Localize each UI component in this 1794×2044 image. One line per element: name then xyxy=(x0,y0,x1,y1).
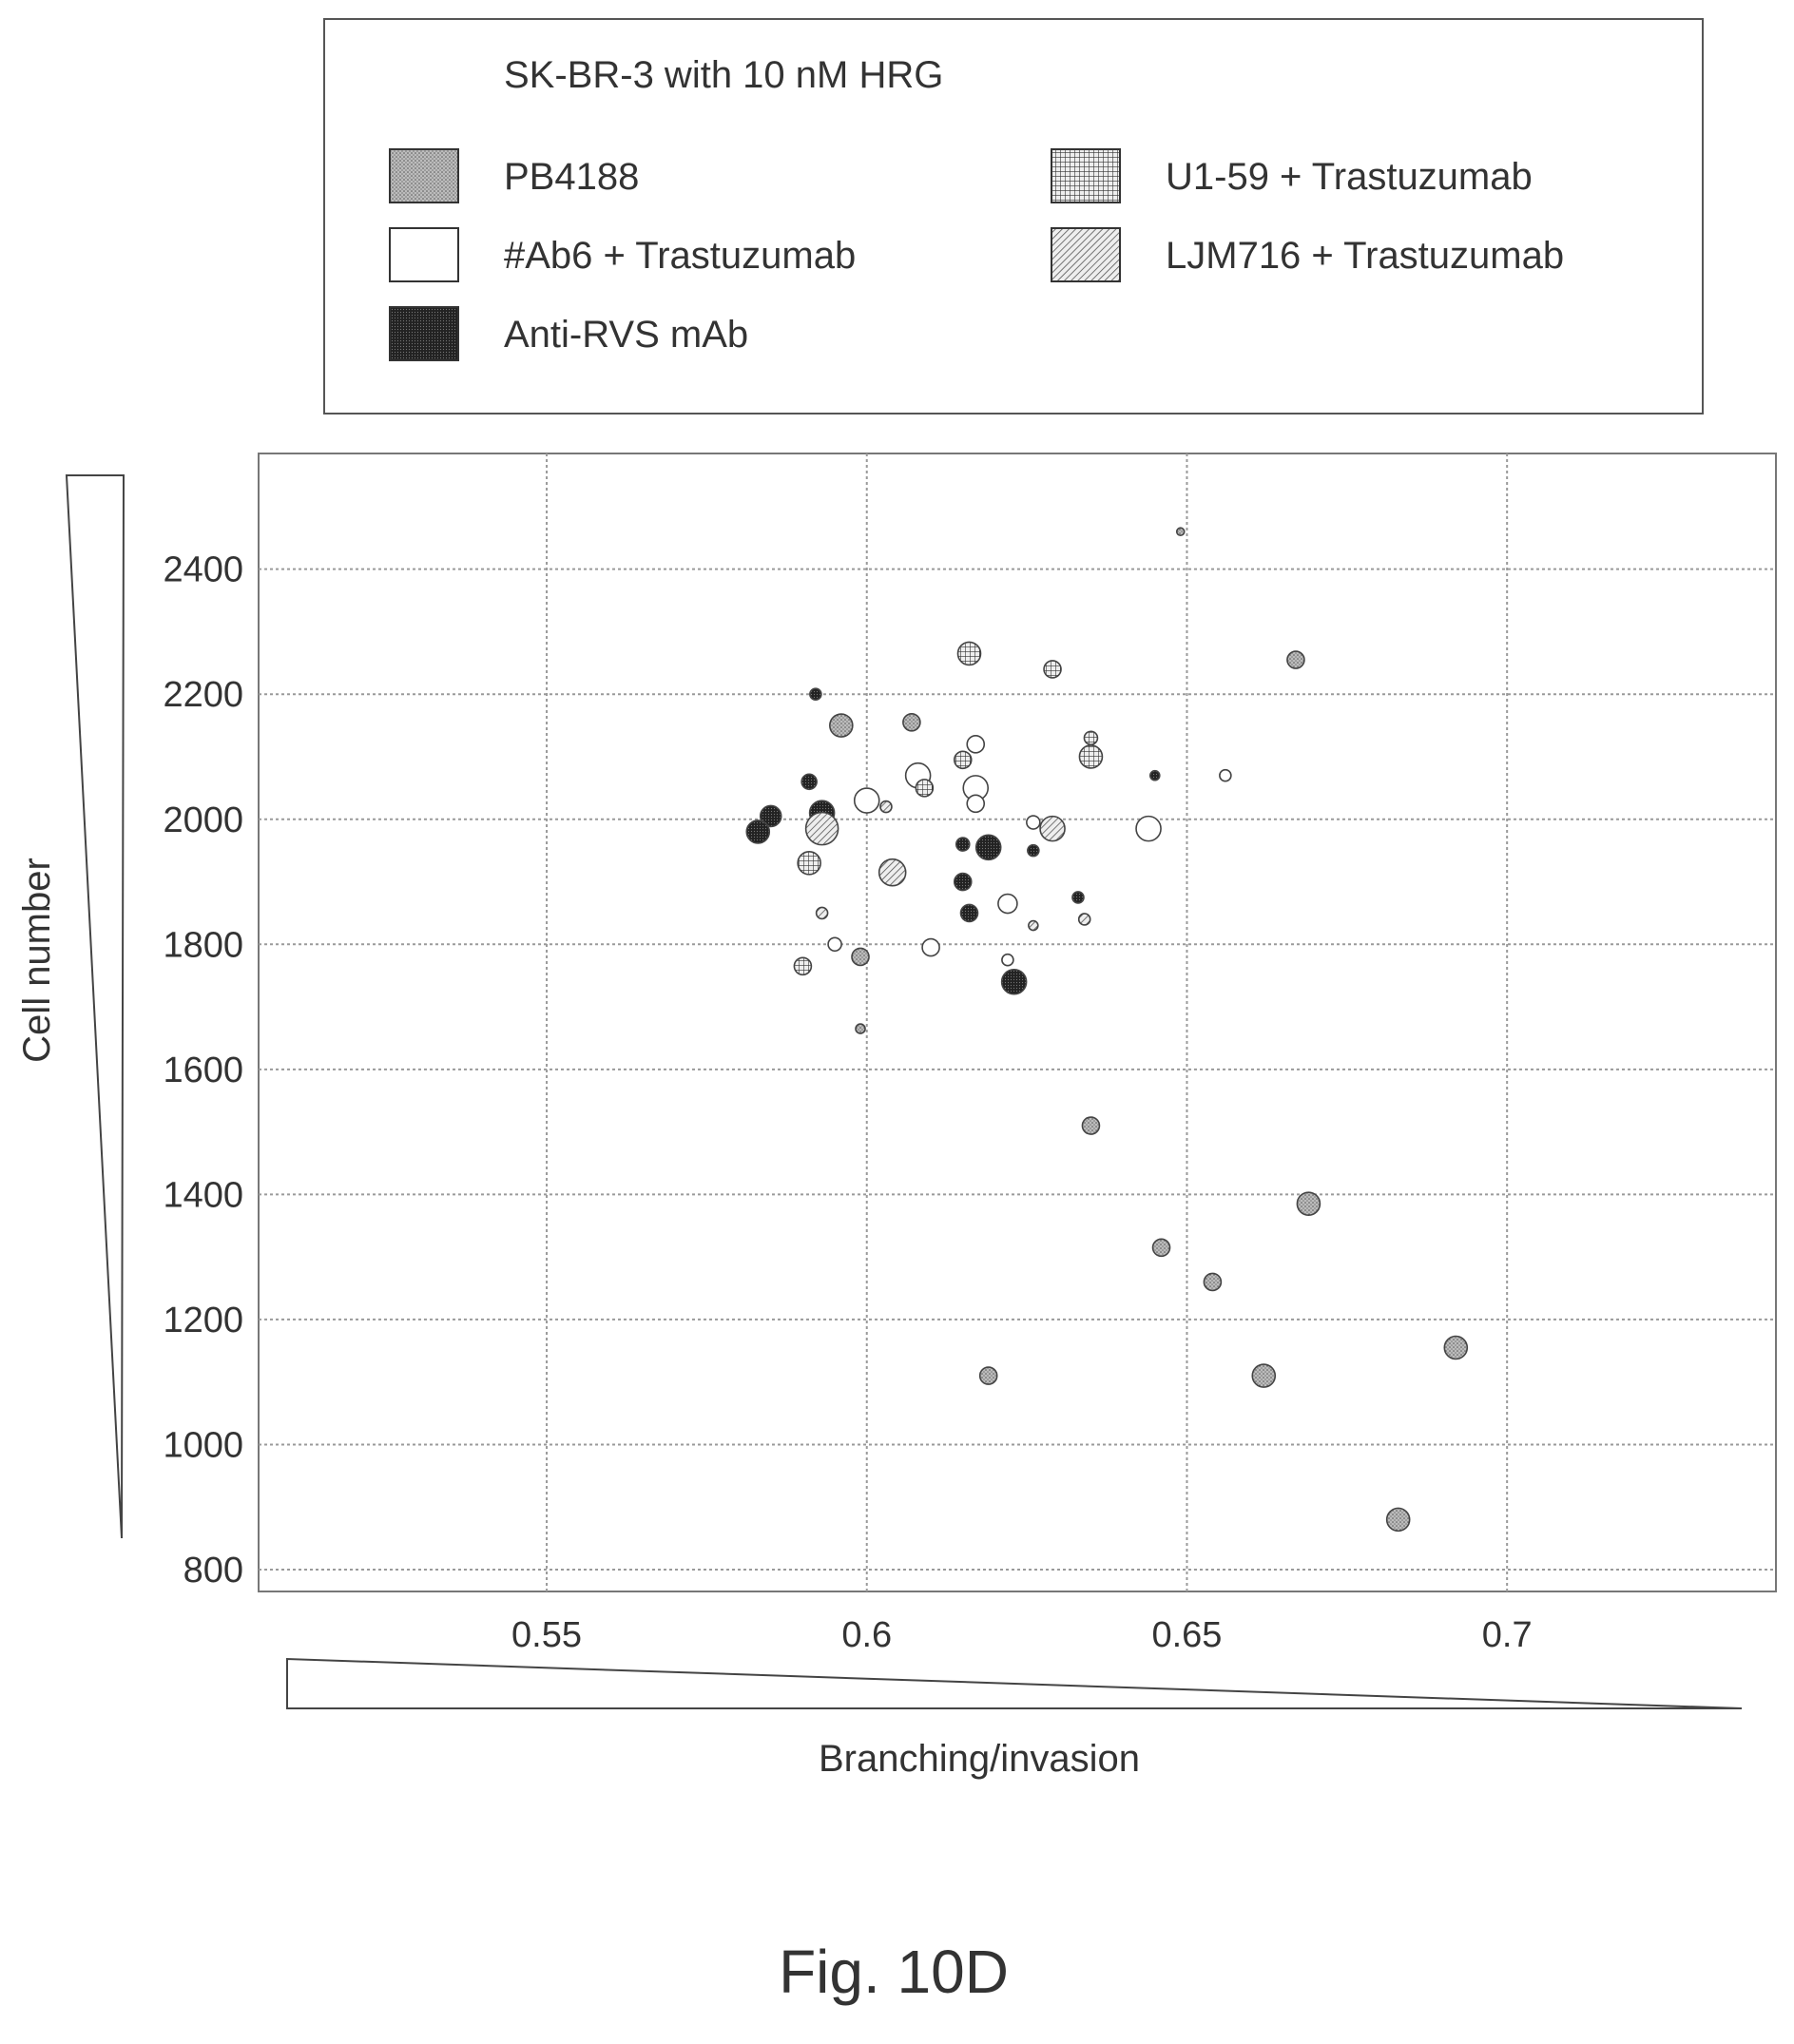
data-point-series-2 xyxy=(966,735,986,754)
x-tick-label: 0.55 xyxy=(511,1615,582,1655)
data-point-series-1 xyxy=(851,947,870,967)
data-point-series-2 xyxy=(966,794,986,814)
data-point-series-5 xyxy=(804,811,839,846)
data-point-series-4 xyxy=(915,779,935,798)
y-tick-label: 800 xyxy=(183,1551,243,1591)
legend-swatch xyxy=(389,306,459,361)
data-point-series-4 xyxy=(797,850,821,876)
chart-title: SK-BR-3 with 10 nM HRG xyxy=(504,54,943,96)
data-point-series-1 xyxy=(855,1023,866,1034)
data-point-series-1 xyxy=(1385,1507,1411,1533)
y-tick-label: 1600 xyxy=(163,1051,243,1090)
data-point-series-1 xyxy=(902,713,921,732)
data-point-series-5 xyxy=(1028,919,1039,932)
data-point-series-5 xyxy=(879,800,893,814)
data-point-series-2 xyxy=(1026,815,1041,830)
y-axis-label: Cell number xyxy=(16,858,58,1063)
data-point-series-4 xyxy=(953,750,973,770)
legend-swatch xyxy=(389,227,459,282)
y-tick-label: 2400 xyxy=(163,550,243,590)
data-point-series-3 xyxy=(759,804,782,828)
data-points xyxy=(745,527,1469,1533)
data-point-series-3 xyxy=(1000,968,1028,995)
data-point-series-2 xyxy=(997,893,1018,915)
legend-label: #Ab6 + Trastuzumab xyxy=(504,235,856,277)
data-point-series-2 xyxy=(853,787,880,814)
data-point-series-1 xyxy=(1203,1272,1223,1292)
data-point-series-4 xyxy=(1083,730,1099,746)
data-point-series-5 xyxy=(1039,815,1066,842)
legend-items: PB4188 #Ab6 + Trastuzumab Anti-RVS mAb U1-5… xyxy=(389,148,1564,361)
data-point-series-1 xyxy=(829,713,854,738)
plot-area xyxy=(258,453,1777,1592)
data-point-series-1 xyxy=(1443,1335,1469,1360)
data-point-series-3 xyxy=(1027,843,1040,858)
data-point-series-1 xyxy=(1286,650,1305,669)
data-point-series-5 xyxy=(1077,913,1091,926)
data-point-series-1 xyxy=(978,1366,998,1385)
data-point-series-2 xyxy=(921,937,940,957)
legend-label: LJM716 + Trastuzumab xyxy=(1166,235,1564,277)
figure-caption: Fig. 10D xyxy=(779,1938,1009,2006)
x-tick-label: 0.7 xyxy=(1482,1615,1533,1655)
data-point-series-3 xyxy=(959,903,979,923)
y-tick-label: 1200 xyxy=(163,1301,243,1340)
data-point-series-2 xyxy=(1135,815,1162,842)
data-point-series-4 xyxy=(956,641,982,666)
x-tick-label: 0.65 xyxy=(1151,1615,1222,1655)
y-tick-label: 2200 xyxy=(163,675,243,715)
y-axis-wedge xyxy=(65,474,125,1539)
legend-label: PB4188 xyxy=(504,156,639,198)
data-point-series-5 xyxy=(815,906,829,920)
y-tick-label: 1400 xyxy=(163,1175,243,1215)
x-axis-label: Branching/invasion xyxy=(819,1738,1140,1780)
y-tick-label: 1000 xyxy=(163,1425,243,1465)
x-tick-label: 0.6 xyxy=(841,1615,892,1655)
legend-swatch xyxy=(1051,148,1121,203)
data-point-series-2 xyxy=(1219,768,1232,782)
legend-swatch xyxy=(389,148,459,203)
data-point-series-3 xyxy=(801,773,818,791)
data-point-series-1 xyxy=(1175,527,1186,537)
x-axis-wedge xyxy=(286,1657,1743,1709)
legend: SK-BR-3 with 10 nM HRG PB4188 #Ab6 + Tras… xyxy=(323,18,1704,415)
data-point-series-3 xyxy=(953,872,973,892)
legend-box xyxy=(323,18,1704,415)
legend-label: Anti-RVS mAb xyxy=(504,314,748,356)
data-point-series-3 xyxy=(745,820,771,844)
data-point-series-5 xyxy=(878,858,907,887)
data-point-series-3 xyxy=(955,837,971,852)
data-point-series-1 xyxy=(1251,1363,1277,1388)
data-point-series-2 xyxy=(1001,953,1014,967)
data-point-series-4 xyxy=(1043,660,1062,679)
data-point-series-3 xyxy=(1071,891,1085,904)
legend-label: U1-59 + Trastuzumab xyxy=(1166,156,1533,198)
legend-swatch xyxy=(1051,227,1121,282)
data-point-series-4 xyxy=(1078,744,1104,769)
x-tick-labels: 0.55 0.6 0.65 0.7 xyxy=(511,1615,1533,1655)
y-tick-label: 1800 xyxy=(163,925,243,965)
data-point-series-3 xyxy=(1148,769,1161,781)
data-point-series-2 xyxy=(827,936,842,953)
y-tick-label: 2000 xyxy=(163,800,243,840)
data-point-series-1 xyxy=(1081,1116,1101,1135)
data-point-series-4 xyxy=(793,956,813,976)
data-point-series-3 xyxy=(974,834,1002,861)
data-point-series-3 xyxy=(809,687,822,702)
data-point-series-1 xyxy=(1296,1191,1321,1217)
y-tick-labels: 800 1000 1200 1400 1600 1800 2000 2200 2400 xyxy=(163,550,243,1591)
grid-lines xyxy=(259,453,1776,1591)
data-point-series-1 xyxy=(1151,1238,1171,1258)
